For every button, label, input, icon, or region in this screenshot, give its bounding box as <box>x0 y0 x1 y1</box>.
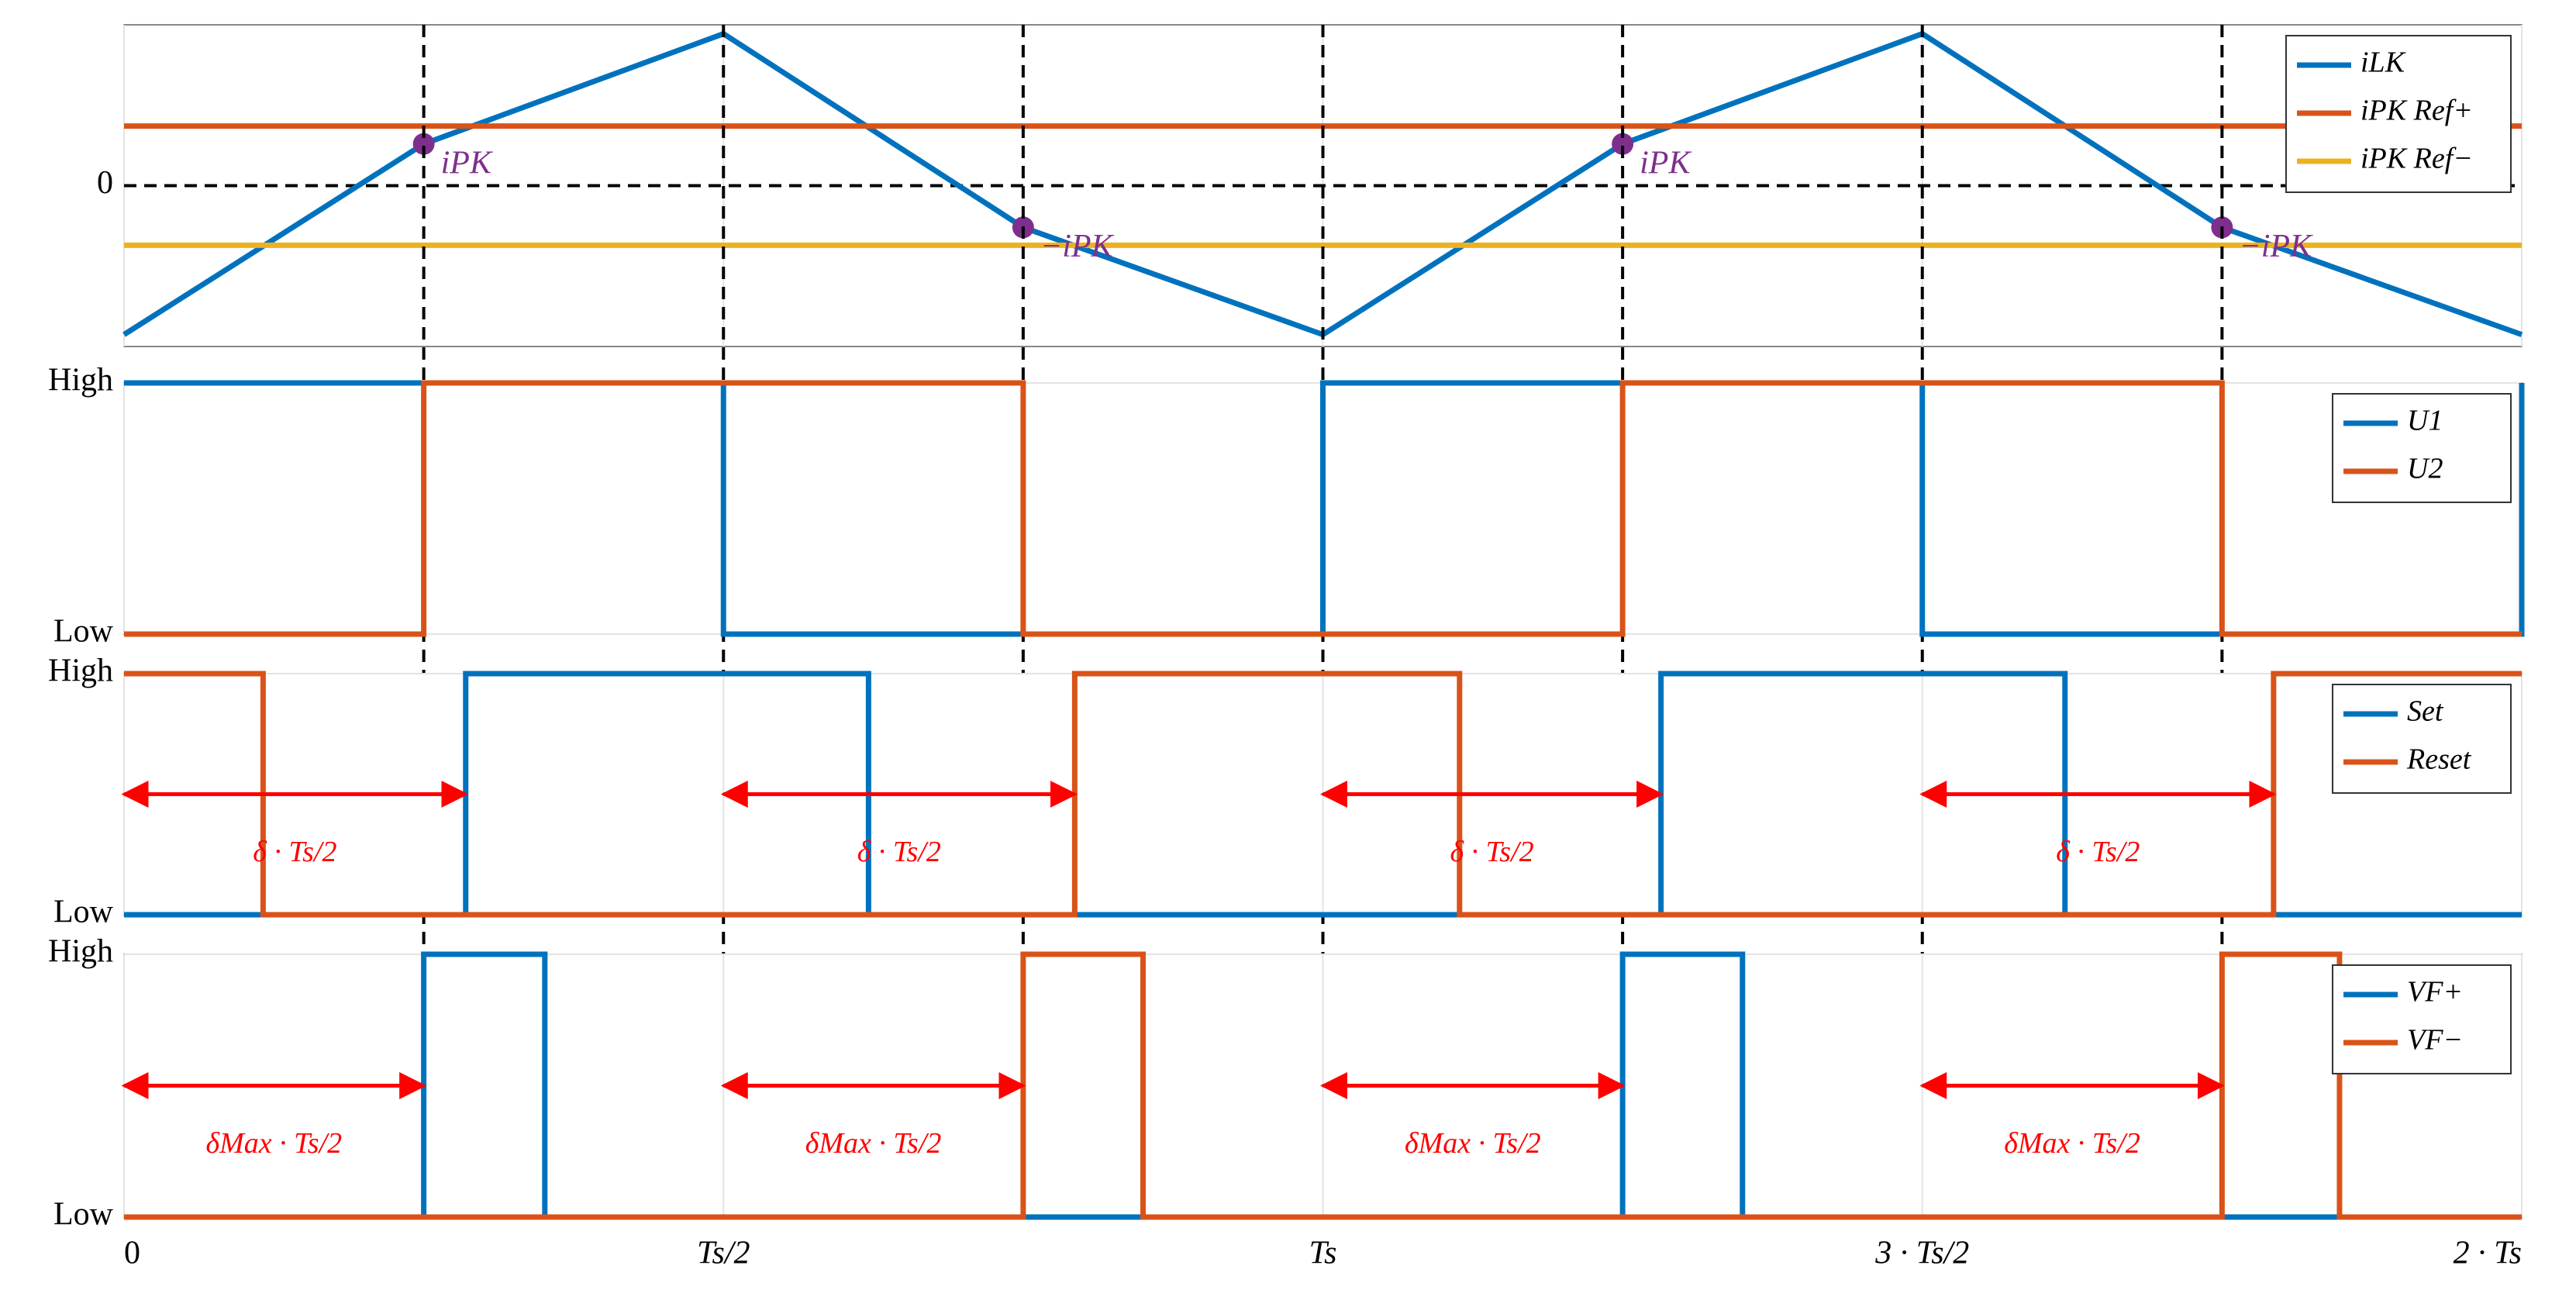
x-tick-label: 0 <box>124 1236 140 1271</box>
x-tick-label: 2 · Ts <box>2454 1236 2522 1271</box>
y-tick-label: Low <box>53 614 114 650</box>
x-tick-label: Ts/2 <box>697 1236 750 1271</box>
interval-label: δ · Ts/2 <box>1450 836 1533 868</box>
legend-label: U2 <box>2407 453 2443 485</box>
peak-label: iPK <box>1640 145 1691 181</box>
peak-label: −iPK <box>2239 229 2313 264</box>
peak-label: −iPK <box>1040 229 1115 264</box>
y-tick-label: High <box>48 653 113 689</box>
legend-label: iPK Ref− <box>2360 143 2473 175</box>
legend-label: VF− <box>2407 1024 2463 1057</box>
peak-label: iPK <box>441 145 493 181</box>
series-line <box>124 380 2522 637</box>
x-tick-label: Ts <box>1309 1236 1337 1271</box>
x-tick-label: 3 · Ts/2 <box>1874 1236 1969 1271</box>
legend-label: Set <box>2407 695 2444 728</box>
peak-marker <box>412 133 435 155</box>
interval-label: δ · Ts/2 <box>2056 836 2140 868</box>
legend-label: iLK <box>2360 47 2406 79</box>
interval-label: δMax · Ts/2 <box>1405 1127 1541 1160</box>
interval-label: δMax · Ts/2 <box>805 1127 942 1160</box>
interval-label: δ · Ts/2 <box>253 836 336 868</box>
interval-label: δ · Ts/2 <box>857 836 941 868</box>
legend-label: U1 <box>2407 405 2443 437</box>
y-tick-label: 0 <box>97 165 113 201</box>
interval-label: δMax · Ts/2 <box>2004 1127 2140 1160</box>
legend-label: VF+ <box>2407 976 2463 1009</box>
legend-box <box>2332 393 2512 503</box>
legend-box <box>2332 684 2512 794</box>
legend-label: Reset <box>2406 743 2472 776</box>
peak-marker <box>1612 133 1634 155</box>
y-tick-label: High <box>48 934 113 970</box>
legend-label: iPK Ref+ <box>2360 95 2473 127</box>
y-tick-label: Low <box>53 895 114 930</box>
y-tick-label: Low <box>53 1197 114 1233</box>
interval-label: δMax · Ts/2 <box>205 1127 342 1160</box>
y-tick-label: High <box>48 363 113 398</box>
legend-box <box>2332 964 2512 1074</box>
